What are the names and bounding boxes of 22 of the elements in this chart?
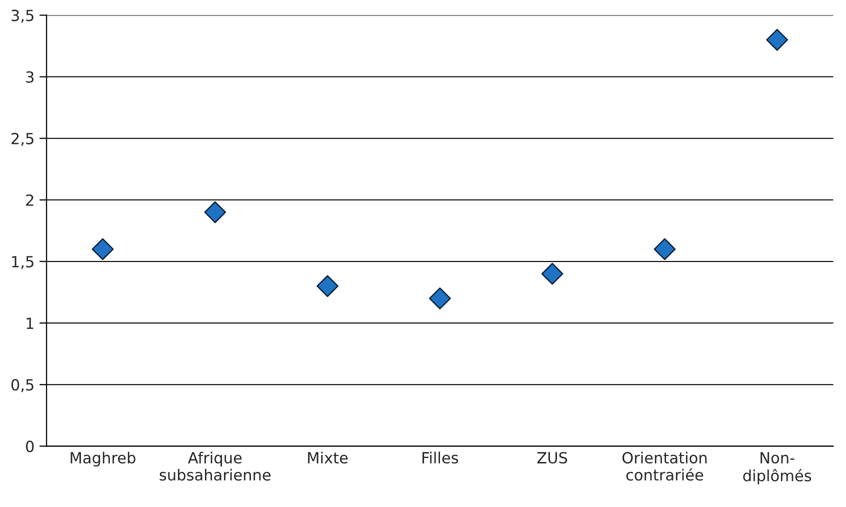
y-tick-label: 0,5 <box>11 379 34 392</box>
x-tick-label: ZUS <box>537 452 568 464</box>
x-tick-label: Mixte <box>308 452 348 464</box>
x-tick-label: Maghreb <box>70 452 136 466</box>
x-tick-label: Orientation contrariée <box>622 452 707 481</box>
point <box>541 262 564 285</box>
y-tick-label: 2 <box>26 194 34 206</box>
y-tick-label: 3,5 <box>12 10 34 23</box>
point <box>654 238 676 260</box>
point <box>316 275 338 298</box>
x-tick-label: Filles <box>422 452 458 464</box>
point <box>428 287 451 310</box>
point <box>204 201 226 224</box>
y-tick-label: 1 <box>26 318 34 329</box>
y-tick-label: 2,5 <box>12 132 34 146</box>
x-tick-label: Afrique subsaharienne <box>160 452 271 481</box>
point <box>766 28 788 51</box>
y-tick-label: 0 <box>26 440 34 452</box>
y-tick-label: 1,5 <box>12 256 34 270</box>
x-tick-label: Non- diplômés <box>743 452 812 484</box>
y-tick-label: 3 <box>26 71 34 83</box>
point <box>92 238 114 260</box>
